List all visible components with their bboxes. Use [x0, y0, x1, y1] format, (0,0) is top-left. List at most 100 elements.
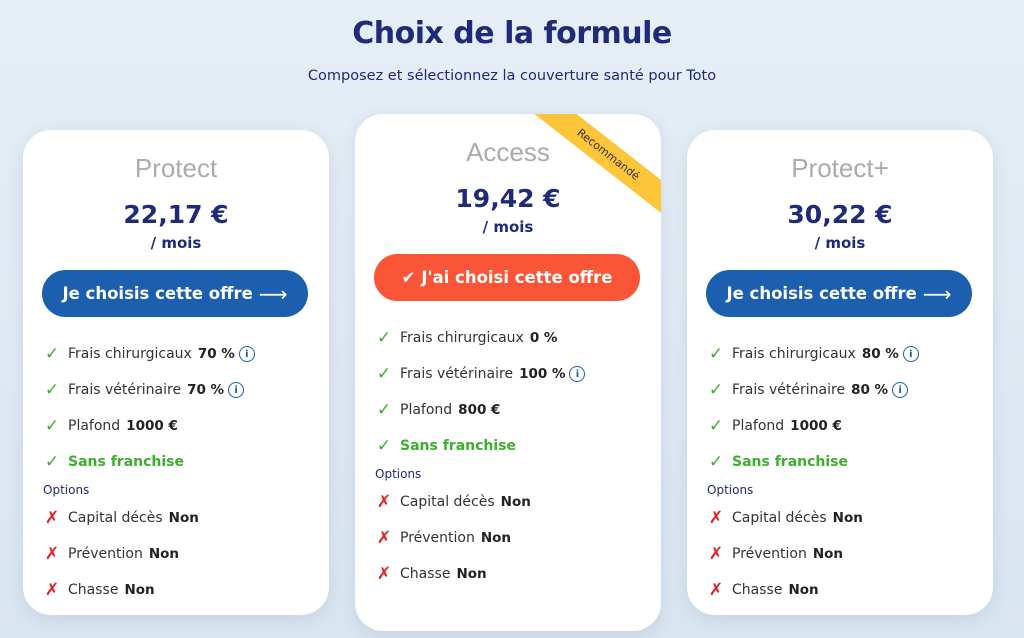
feature-item: ✓ Frais vétérinaire 70 % i: [43, 372, 319, 408]
check-icon: ✓: [708, 380, 724, 400]
feature-item: ✓ Plafond 800 €: [375, 392, 651, 428]
feature-item: ✓ Frais chirurgicaux 0 %: [375, 320, 651, 356]
options-label: Options: [375, 467, 422, 481]
info-icon[interactable]: i: [228, 382, 245, 398]
option-label: Capital décès: [68, 510, 163, 526]
cross-icon: ✗: [44, 544, 60, 564]
check-icon: ✓: [708, 452, 724, 472]
info-icon[interactable]: i: [902, 346, 919, 362]
option-value: Non: [148, 546, 180, 562]
options-label: Options: [43, 483, 90, 497]
option-value: Non: [168, 510, 199, 526]
option-item: ✗ Capital décès Non: [43, 500, 319, 536]
feature-label: Frais chirurgicaux: [732, 346, 856, 362]
check-icon: ✓: [376, 400, 392, 420]
feature-label: Plafond: [400, 402, 453, 418]
feature-value: 1000 €: [790, 418, 842, 434]
option-label: Prévention: [400, 530, 475, 546]
option-item: ✗ Chasse Non: [707, 572, 983, 608]
feature-list: ✓ Frais chirurgicaux 80 % i ✓ Frais vété…: [707, 336, 983, 608]
option-item: ✗ Capital décès Non: [375, 484, 651, 520]
feature-item: ✓ Frais vétérinaire 80 % i: [707, 372, 983, 408]
feature-label: Frais chirurgicaux: [68, 346, 192, 362]
selected-offer-button[interactable]: ✔ J'ai choisi cette offre: [374, 254, 640, 301]
check-icon: ✓: [44, 452, 60, 472]
choose-offer-button[interactable]: Je choisis cette offre ⟶: [706, 270, 972, 317]
option-label: Capital décès: [400, 494, 495, 510]
feature-list: ✓ Frais chirurgicaux 70 % i ✓ Frais vété…: [43, 336, 319, 608]
option-value: Non: [480, 530, 512, 546]
option-value: Non: [124, 582, 155, 598]
option-label: Chasse: [400, 566, 451, 582]
info-icon[interactable]: i: [238, 346, 255, 362]
check-icon: ✓: [708, 344, 724, 364]
option-value: Non: [812, 546, 844, 562]
feature-item: ✓ Frais chirurgicaux 70 % i: [43, 336, 319, 372]
feature-label: Frais vétérinaire: [400, 366, 514, 382]
cross-icon: ✗: [376, 492, 392, 512]
option-label: Chasse: [68, 582, 119, 598]
feature-label: Frais vétérinaire: [732, 382, 846, 398]
plan-card-protect-plus: Protect+ 30,22 € / mois Je choisis cette…: [687, 130, 993, 615]
option-label: Prévention: [732, 546, 807, 562]
feature-item: ✓ Plafond 1000 €: [707, 408, 983, 444]
button-label: Je choisis cette offre: [62, 284, 253, 303]
arrow-right-icon: ⟶: [922, 281, 952, 306]
check-icon: ✓: [44, 416, 60, 436]
option-item: ✗ Capital décès Non: [707, 500, 983, 536]
check-icon: ✓: [44, 344, 60, 364]
choose-offer-button[interactable]: Je choisis cette offre ⟶: [42, 270, 308, 317]
cross-icon: ✗: [376, 528, 392, 548]
option-value: Non: [832, 510, 863, 526]
page-subtitle: Composez et sélectionnez la couverture s…: [307, 68, 717, 84]
feature-label: Sans franchise: [400, 438, 517, 454]
check-icon: ✓: [376, 364, 392, 384]
option-label: Prévention: [68, 546, 143, 562]
price-period: / mois: [150, 234, 202, 252]
check-icon: ✓: [376, 436, 392, 456]
feature-item: ✓ Sans franchise: [375, 428, 651, 464]
feature-value: 800 €: [458, 402, 501, 418]
feature-item: ✓ Sans franchise: [707, 444, 983, 480]
cross-icon: ✗: [44, 508, 60, 528]
check-icon: ✓: [376, 328, 392, 348]
plan-card-access: Recommandé Access 19,42 € / mois ✔ J'ai c…: [355, 114, 661, 631]
feature-item: ✓ Frais vétérinaire 100 % i: [375, 356, 651, 392]
feature-label: Sans franchise: [68, 454, 185, 470]
button-label: Je choisis cette offre: [726, 284, 917, 303]
option-label: Capital décès: [732, 510, 827, 526]
cross-icon: ✗: [44, 580, 60, 600]
cross-icon: ✗: [708, 544, 724, 564]
options-label: Options: [707, 483, 754, 497]
plan-price: 22,17 €: [123, 200, 229, 229]
feature-label: Frais chirurgicaux: [400, 330, 524, 346]
feature-value: 0 %: [529, 330, 558, 346]
feature-value: 70 %: [197, 346, 235, 362]
check-icon: ✔: [401, 268, 416, 287]
feature-item: ✓ Frais chirurgicaux 80 % i: [707, 336, 983, 372]
info-icon[interactable]: i: [892, 382, 909, 398]
plan-name: Protect+: [791, 153, 889, 183]
feature-value: 1000 €: [126, 418, 178, 434]
feature-label: Plafond: [732, 418, 785, 434]
option-item: ✗ Prévention Non: [707, 536, 983, 572]
feature-label: Sans franchise: [732, 454, 849, 470]
price-period: / mois: [814, 234, 866, 252]
option-item: ✗ Chasse Non: [43, 572, 319, 608]
info-icon[interactable]: i: [569, 366, 586, 382]
feature-label: Plafond: [68, 418, 121, 434]
option-value: Non: [788, 582, 819, 598]
cross-icon: ✗: [376, 564, 392, 584]
feature-list: ✓ Frais chirurgicaux 0 % ✓ Frais vétérin…: [375, 320, 651, 592]
plan-card-protect: Protect 22,17 € / mois Je choisis cette …: [23, 130, 329, 615]
feature-value: 80 %: [861, 346, 899, 362]
feature-item: ✓ Sans franchise: [43, 444, 319, 480]
feature-item: ✓ Plafond 1000 €: [43, 408, 319, 444]
plan-name: Protect: [134, 153, 218, 183]
plan-price: 19,42 €: [455, 184, 561, 213]
price-period: / mois: [482, 218, 534, 236]
feature-value: 70 %: [187, 382, 225, 398]
page-title: Choix de la formule: [352, 16, 672, 51]
check-icon: ✓: [708, 416, 724, 436]
check-icon: ✓: [44, 380, 60, 400]
